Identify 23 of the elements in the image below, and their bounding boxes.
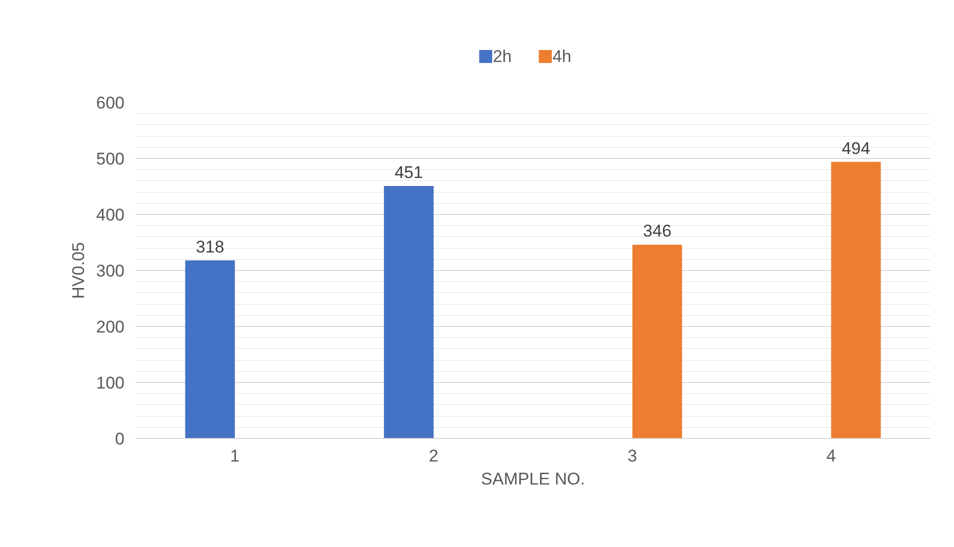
- x-tick-label: 1: [230, 446, 240, 466]
- y-tick-label: 300: [96, 262, 125, 280]
- data-label: 494: [842, 138, 870, 158]
- y-tick-label: 600: [96, 94, 125, 112]
- legend-label: 4h: [552, 47, 572, 66]
- bar: [632, 244, 682, 438]
- legend-label: 2h: [492, 47, 512, 66]
- data-label: 346: [643, 222, 672, 241]
- data-label: 451: [394, 162, 423, 182]
- x-tick-label: 4: [826, 446, 836, 466]
- bar: [831, 162, 881, 438]
- x-tick-label: 2: [428, 446, 438, 466]
- y-tick-label: 400: [96, 206, 125, 224]
- bar: [185, 260, 235, 438]
- y-tick-label: 500: [96, 150, 125, 168]
- y-tick-label: 100: [96, 374, 125, 392]
- data-label: 318: [196, 237, 224, 256]
- y-tick-label: 0: [115, 430, 125, 448]
- x-tick-label: 3: [628, 446, 638, 466]
- y-tick-label: 200: [96, 318, 125, 336]
- x-axis-title: SAMPLE NO.: [481, 470, 585, 488]
- bar: [384, 186, 434, 438]
- y-axis-title: HV0.05: [69, 242, 88, 299]
